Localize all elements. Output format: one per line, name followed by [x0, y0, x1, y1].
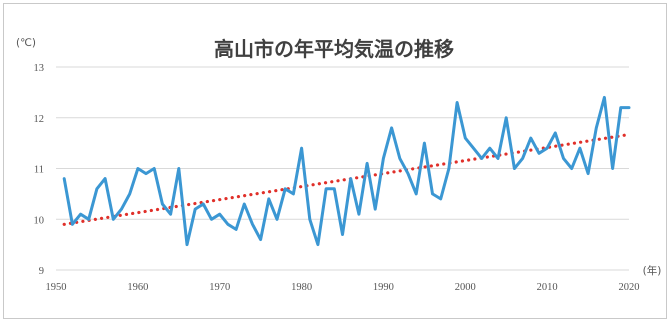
- temperature-series-line: [62, 95, 631, 247]
- y-tick-label: 10: [34, 215, 45, 226]
- x-tick-label: 1950: [46, 282, 67, 293]
- x-tick-label: 1980: [291, 282, 312, 293]
- x-tick-label: 2020: [619, 282, 640, 293]
- x-tick-label: 1970: [209, 282, 230, 293]
- x-tick-label: 2000: [455, 282, 476, 293]
- y-tick-label: 9: [39, 266, 44, 277]
- chart-title: 高山市の年平均気温の推移: [214, 37, 454, 61]
- x-axis-unit-label: (年): [643, 264, 662, 277]
- y-tick-label: 13: [34, 63, 45, 74]
- trend-line: [62, 132, 631, 226]
- chart-frame: 高山市の年平均気温の推移 (℃) (年) 9 10 11 12 13 1950 1960 19…: [3, 3, 667, 319]
- y-axis-unit-label: (℃): [16, 37, 36, 49]
- x-tick-label: 2010: [537, 282, 558, 293]
- x-tick-label: 1990: [373, 282, 394, 293]
- line-chart: 高山市の年平均気温の推移 (℃) (年) 9 10 11 12 13 1950 1960 19…: [16, 37, 662, 293]
- y-tick-label: 12: [34, 114, 45, 125]
- x-tick-label: 1960: [127, 282, 148, 293]
- y-tick-label: 11: [34, 165, 44, 176]
